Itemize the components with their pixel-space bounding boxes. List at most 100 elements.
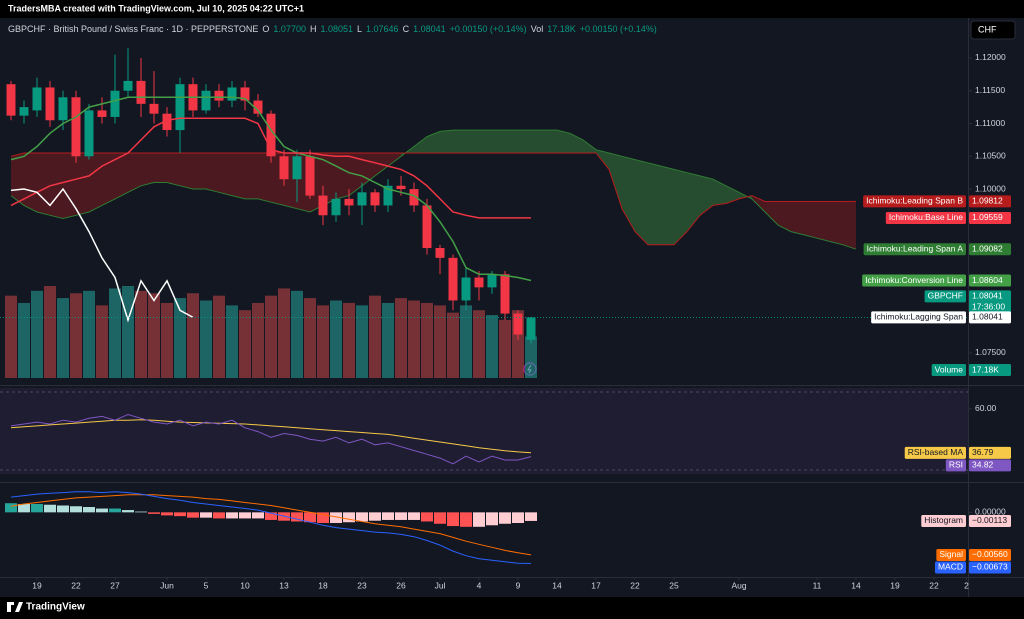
indicator-line [10, 413, 532, 465]
volume-bar [264, 295, 277, 378]
volume-bar [499, 319, 512, 378]
x-tick-label: Jun [160, 580, 174, 590]
candle-body [240, 87, 250, 101]
volume-bar [343, 302, 356, 378]
badge-name-bg [924, 290, 966, 303]
legend-item: 1.07700 [273, 24, 306, 34]
x-tick-label: 18 [318, 580, 328, 590]
candle-body [6, 84, 16, 116]
histogram-bar [499, 512, 512, 524]
x-tick-label: 11 [813, 580, 822, 590]
candle-body [149, 103, 159, 114]
volume-bar [421, 302, 434, 378]
badge-value: −0.00673 [972, 562, 1008, 572]
cloud [570, 133, 584, 154]
volume-bar [317, 305, 330, 378]
badge-name-bg [934, 561, 966, 574]
histogram-bar [160, 512, 173, 516]
cloud [205, 153, 219, 193]
legend-item: L [357, 24, 362, 34]
x-tick-label: 14 [552, 580, 562, 590]
volume-bar [278, 288, 291, 378]
cloud [88, 153, 102, 212]
cloud [648, 162, 662, 245]
candle-body [487, 274, 497, 288]
histogram-bar [199, 512, 212, 518]
candle-body [279, 156, 289, 180]
histogram-bar [4, 503, 17, 513]
legend-item: +0.00150 (+0.14%) [450, 24, 527, 34]
volume-bar [395, 298, 408, 378]
candle-body [383, 185, 393, 206]
rsi-band [0, 388, 968, 474]
histogram-bar [460, 512, 473, 527]
volume-bar [434, 305, 447, 378]
indicator-line [10, 491, 532, 564]
volume-bar [473, 310, 486, 378]
candle-body [526, 317, 536, 340]
x-tick-label: 22 [71, 580, 81, 590]
histogram-bar [186, 512, 199, 518]
y-tick-label: 1.07500 [975, 347, 1006, 357]
x-tick-label: 2 [964, 580, 969, 590]
histogram-bar [43, 504, 56, 513]
cloud [830, 201, 844, 245]
volume-bar [408, 300, 421, 378]
badge-value: 1.08041 [972, 291, 1003, 301]
x-tick-label: 14 [851, 580, 861, 590]
volume-bar [212, 295, 225, 378]
badge-value: 1.08604 [972, 275, 1003, 285]
volume-bar [108, 288, 121, 378]
histogram-bar [238, 512, 251, 519]
cloud [101, 153, 115, 206]
badge-value-bg [969, 243, 1011, 256]
badge-name-bg [921, 514, 966, 527]
histogram-bar [251, 512, 264, 519]
cloud [62, 153, 76, 219]
histogram-bar [17, 503, 30, 513]
histogram-bar [421, 512, 434, 522]
histogram-bar [147, 512, 160, 514]
histogram-bar [473, 512, 486, 527]
x-tick-label: 19 [32, 580, 42, 590]
cloud [440, 130, 454, 154]
badge-value-bg [969, 211, 1011, 224]
badge-name: GBPCHF [928, 291, 963, 301]
volume-bar [17, 302, 30, 378]
candle-body [331, 198, 341, 216]
cloud [843, 201, 857, 250]
cloud [127, 153, 141, 193]
indicator-line [10, 494, 532, 556]
badge-value-bg [969, 290, 1011, 314]
cloud [336, 153, 350, 199]
legend-item: 1.07646 [366, 24, 399, 34]
x-tick-label: 22 [929, 580, 939, 590]
volume-bar [69, 293, 82, 378]
badge-name: RSI-based MA [908, 447, 964, 457]
currency-button[interactable]: CHF [970, 20, 1016, 40]
cloud [75, 153, 89, 216]
candle-body [123, 80, 133, 91]
cloud [778, 201, 792, 232]
candle-body [227, 87, 237, 101]
cloud [166, 153, 180, 186]
badge-value-bg [969, 364, 1011, 376]
x-tick-label: 27 [110, 580, 120, 590]
histogram-bar [82, 507, 95, 513]
candle-body [162, 113, 172, 131]
x-tick-label: 26 [396, 580, 406, 590]
x-tick-label: 4 [477, 580, 482, 590]
histogram-bar [525, 512, 538, 521]
volume-bar [447, 312, 460, 378]
cloud [518, 130, 532, 154]
cloud [36, 153, 50, 216]
currency-label[interactable]: CHF [978, 24, 997, 34]
badge-value-bg [969, 561, 1011, 574]
x-tick-label: 10 [240, 580, 250, 590]
currency-button-bg[interactable] [970, 20, 1016, 40]
x-tick-label: Aug [731, 580, 746, 590]
volume-bar [525, 336, 538, 378]
volume-bar [251, 302, 264, 378]
cloud [791, 201, 805, 235]
cloud [752, 195, 766, 212]
